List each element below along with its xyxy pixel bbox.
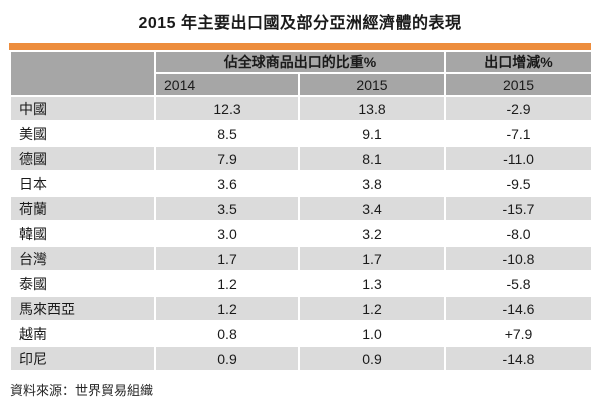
share-2015-cell: 13.8 bbox=[297, 95, 447, 122]
header-row-groups: 佔全球商品出口的比重% 出口增減% bbox=[9, 50, 594, 97]
export-change-2015-cell: -8.0 bbox=[444, 220, 594, 247]
export-change-2015-cell: -11.0 bbox=[444, 145, 594, 172]
share-2015-cell: 3.8 bbox=[297, 170, 447, 197]
economy-cell: 馬來西亞 bbox=[9, 295, 156, 322]
economy-cell: 越南 bbox=[9, 320, 156, 347]
page-title: 2015 年主要出口國及部分亞洲經濟體的表現 bbox=[138, 15, 462, 32]
share-2014-cell: 7.9 bbox=[154, 145, 300, 172]
table-row: 泰國 1.2 1.3 -5.8 bbox=[9, 270, 594, 297]
table-row: 荷蘭 3.5 3.4 -15.7 bbox=[9, 195, 594, 222]
table-row: 日本 3.6 3.8 -9.5 bbox=[9, 170, 594, 197]
share-2015-cell: 8.1 bbox=[297, 145, 447, 172]
share-2014-cell: 3.0 bbox=[154, 220, 300, 247]
economy-cell: 中國 bbox=[9, 95, 156, 122]
table-row: 馬來西亞 1.2 1.2 -14.6 bbox=[9, 295, 594, 322]
share-2015-cell: 9.1 bbox=[297, 120, 447, 147]
export-change-2015-cell: -10.8 bbox=[444, 245, 594, 272]
table-row: 台灣 1.7 1.7 -10.8 bbox=[9, 245, 594, 272]
share-2015-cell: 1.3 bbox=[297, 270, 447, 297]
year-2015-share-header: 2015 bbox=[297, 72, 447, 97]
economy-cell: 韓國 bbox=[9, 220, 156, 247]
share-2014-cell: 1.7 bbox=[154, 245, 300, 272]
economy-cell: 德國 bbox=[9, 145, 156, 172]
table-row: 德國 7.9 8.1 -11.0 bbox=[9, 145, 594, 172]
share-2014-cell: 1.2 bbox=[154, 295, 300, 322]
table-body: 中國 12.3 13.8 -2.9 美國 8.5 9.1 -7.1 德國 7.9 8.1 -11.0 日… bbox=[9, 95, 594, 372]
table-row: 中國 12.3 13.8 -2.9 bbox=[9, 95, 594, 122]
share-2015-cell: 1.0 bbox=[297, 320, 447, 347]
share-2014-cell: 12.3 bbox=[154, 95, 300, 122]
table-row: 韓國 3.0 3.2 -8.0 bbox=[9, 220, 594, 247]
share-2015-cell: 0.9 bbox=[297, 345, 447, 372]
share-2014-cell: 0.8 bbox=[154, 320, 300, 347]
share-2015-cell: 3.4 bbox=[297, 195, 447, 222]
economy-cell: 泰國 bbox=[9, 270, 156, 297]
export-change-header: 出口增減% bbox=[444, 50, 594, 74]
economy-cell: 印尼 bbox=[9, 345, 156, 372]
share-2015-cell: 1.2 bbox=[297, 295, 447, 322]
source-note: 資料來源：世界貿易組織 bbox=[10, 383, 154, 398]
table-row: 美國 8.5 9.1 -7.1 bbox=[9, 120, 594, 147]
export-change-2015-cell: -5.8 bbox=[444, 270, 594, 297]
header-row-years: 2014 2015 2015 bbox=[10, 72, 594, 97]
export-change-2015-cell: -2.9 bbox=[444, 95, 594, 122]
share-group-header: 佔全球商品出口的比重% bbox=[153, 50, 447, 74]
export-table: 佔全球商品出口的比重% 出口增減% 2014 2015 2015 中國 12.3 1… bbox=[9, 50, 594, 372]
share-2014-cell: 1.2 bbox=[154, 270, 300, 297]
export-change-2015-cell: -15.7 bbox=[444, 195, 594, 222]
export-change-2015-cell: -14.8 bbox=[444, 345, 594, 372]
economy-cell: 美國 bbox=[9, 120, 156, 147]
economy-cell: 台灣 bbox=[9, 245, 156, 272]
table-row: 印尼 0.9 0.9 -14.8 bbox=[9, 345, 594, 372]
year-2014-header: 2014 bbox=[154, 72, 300, 97]
share-2015-cell: 3.2 bbox=[297, 220, 447, 247]
share-2015-cell: 1.7 bbox=[297, 245, 447, 272]
share-2014-cell: 0.9 bbox=[154, 345, 300, 372]
accent-bar bbox=[9, 43, 591, 50]
economy-cell: 荷蘭 bbox=[9, 195, 156, 222]
export-change-2015-cell: -14.6 bbox=[444, 295, 594, 322]
table-header: 佔全球商品出口的比重% 出口增減% 2014 2015 2015 bbox=[9, 50, 594, 97]
export-change-2015-cell: -7.1 bbox=[444, 120, 594, 147]
corner-blank-cell bbox=[9, 50, 156, 97]
table-row: 越南 0.8 1.0 +7.9 bbox=[9, 320, 594, 347]
share-2014-cell: 3.6 bbox=[154, 170, 300, 197]
share-2014-cell: 8.5 bbox=[154, 120, 300, 147]
year-2015-change-header: 2015 bbox=[444, 72, 594, 97]
export-change-2015-cell: +7.9 bbox=[444, 320, 594, 347]
export-change-2015-cell: -9.5 bbox=[444, 170, 594, 197]
economy-cell: 日本 bbox=[9, 170, 156, 197]
share-2014-cell: 3.5 bbox=[154, 195, 300, 222]
